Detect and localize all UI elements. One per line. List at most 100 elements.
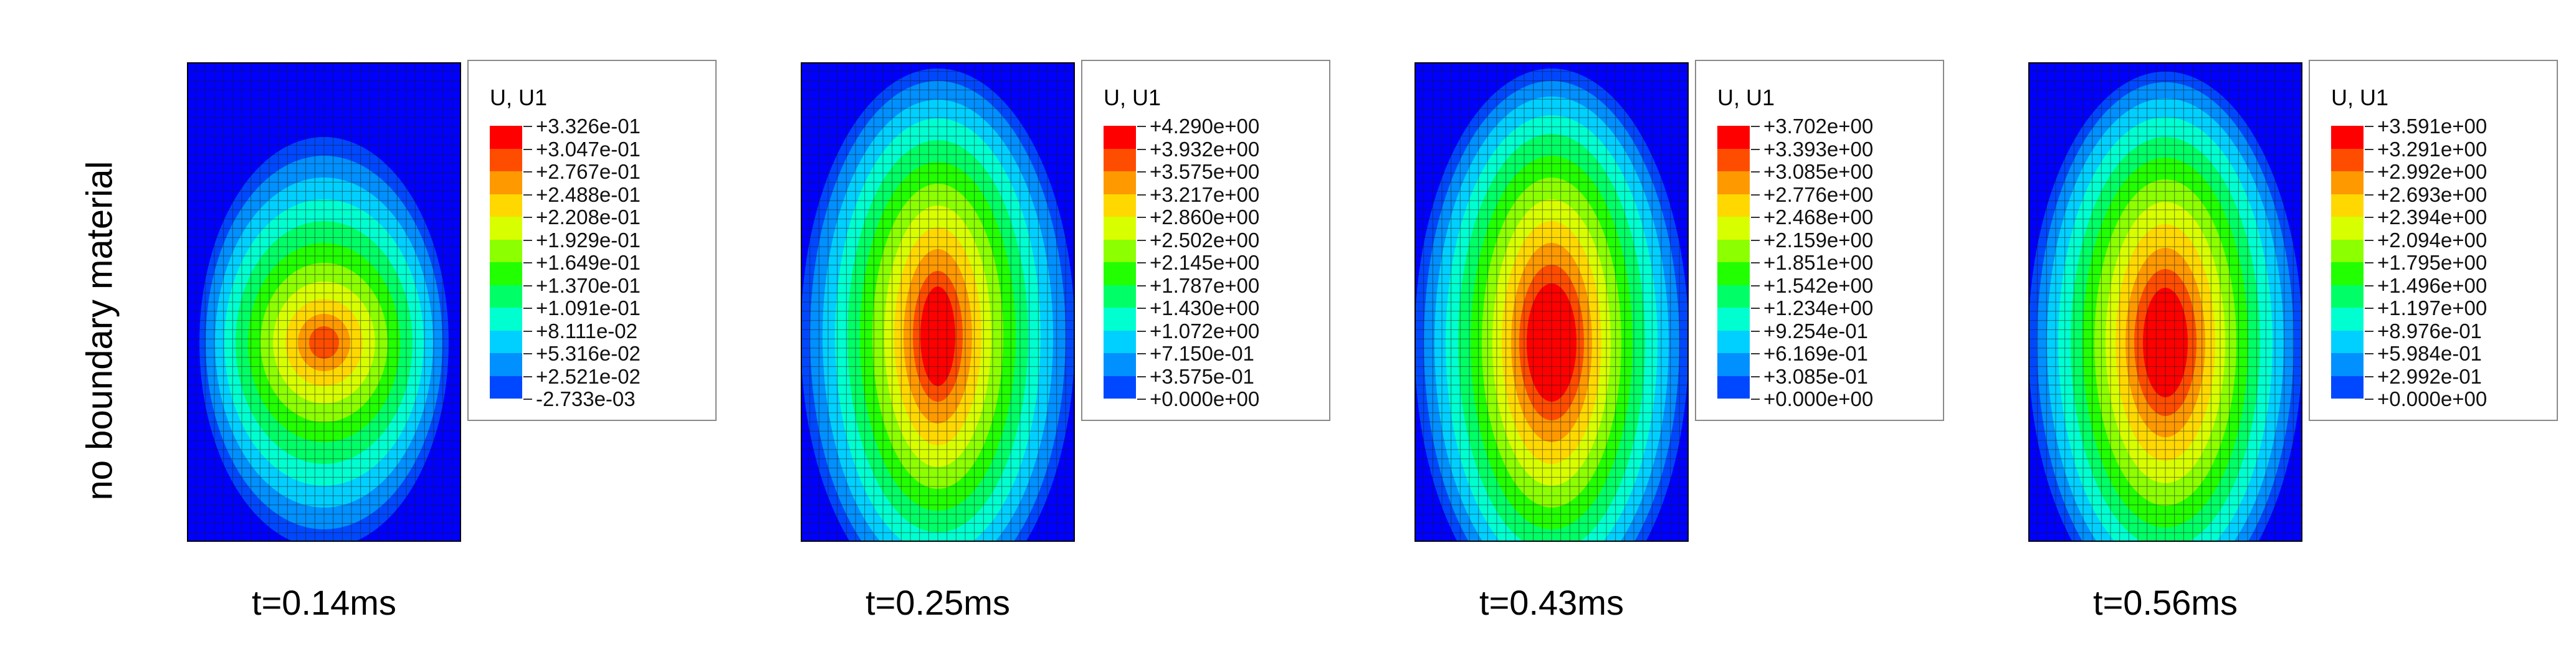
contour-plot xyxy=(801,62,1075,542)
legend-swatch xyxy=(1104,148,1136,171)
legend-value: +1.091e-01 xyxy=(536,296,641,319)
legend-value: +2.468e+00 xyxy=(1763,206,1874,229)
legend-value: +0.000e+00 xyxy=(2377,387,2488,410)
legend-tick xyxy=(523,262,532,263)
legend-value: +2.094e+00 xyxy=(2377,228,2488,252)
legend-tick xyxy=(1137,217,1146,218)
legend-tick xyxy=(523,148,532,150)
legend-swatch xyxy=(1717,353,1750,376)
legend-tick xyxy=(1751,239,1760,241)
legend-value: +3.575e+00 xyxy=(1150,160,1260,183)
legend-swatch xyxy=(490,308,522,331)
legend-value: +8.976e-01 xyxy=(2377,319,2482,343)
legend-tick xyxy=(1137,353,1146,354)
legend-value: +0.000e+00 xyxy=(1763,387,1874,410)
legend-value: +1.072e+00 xyxy=(1150,319,1260,343)
legend-value: +1.496e+00 xyxy=(2377,273,2488,297)
legend-tick xyxy=(2365,399,2373,400)
legend-tick xyxy=(1137,376,1146,377)
legend-value: +3.702e+00 xyxy=(1763,115,1874,138)
legend-tick xyxy=(523,285,532,286)
legend-tick xyxy=(2365,285,2373,286)
panel-t043: U, U1 +3.702e+00 +3.393e+00 +3.085e+00 +2.77… xyxy=(1414,0,2013,662)
legend: U, U1 +3.326e-01 +3.047e-01 +2.767e-01 +2.48… xyxy=(467,60,717,421)
legend-swatch xyxy=(490,239,522,262)
legend-value: +2.488e-01 xyxy=(536,182,641,206)
legend-tick xyxy=(1751,126,1760,127)
legend-swatch xyxy=(2331,126,2364,149)
legend-value: +3.085e-01 xyxy=(1763,364,1868,388)
legend-value: +1.649e-01 xyxy=(536,251,641,274)
legend-value: +2.693e+00 xyxy=(2377,182,2488,206)
legend-swatch xyxy=(1717,376,1750,399)
plot-border xyxy=(187,62,461,542)
legend-title: U, U1 xyxy=(1717,85,1775,110)
legend-value: +3.326e-01 xyxy=(536,115,641,138)
plot-border xyxy=(2028,62,2302,542)
legend-swatch xyxy=(2331,239,2364,262)
legend-swatch xyxy=(2331,217,2364,240)
legend-tick xyxy=(2365,148,2373,150)
legend-swatch xyxy=(2331,308,2364,331)
legend-tick xyxy=(2365,126,2373,127)
legend-value: +3.085e+00 xyxy=(1763,160,1874,183)
legend-swatch xyxy=(1717,171,1750,194)
legend-value: +1.542e+00 xyxy=(1763,273,1874,297)
legend-tick xyxy=(1137,171,1146,173)
legend: U, U1 +4.290e+00 +3.932e+00 +3.575e+00 +3.21… xyxy=(1081,60,1330,421)
legend-value: +1.370e-01 xyxy=(536,273,641,297)
legend-swatch xyxy=(490,217,522,240)
legend-swatch xyxy=(1104,262,1136,285)
legend-swatch xyxy=(1717,262,1750,285)
mesh-grid xyxy=(1414,62,1689,542)
legend-swatch xyxy=(1104,330,1136,353)
legend-swatch xyxy=(2331,285,2364,308)
legend-value: +6.169e-01 xyxy=(1763,342,1868,365)
legend-value: +3.291e+00 xyxy=(2377,137,2488,161)
legend-tick xyxy=(1137,330,1146,332)
legend-title: U, U1 xyxy=(490,85,548,110)
plot-border xyxy=(1414,62,1689,542)
mesh-grid xyxy=(2028,62,2302,542)
time-label: t=0.56ms xyxy=(2093,583,2238,622)
legend-swatch xyxy=(1104,285,1136,308)
legend-tick xyxy=(1137,262,1146,263)
legend-swatch xyxy=(1104,376,1136,399)
legend-tick xyxy=(1137,126,1146,127)
legend-value: +0.000e+00 xyxy=(1150,387,1260,410)
legend-value: +2.521e-02 xyxy=(536,364,641,388)
legend-tick xyxy=(523,217,532,218)
legend-tick xyxy=(1751,399,1760,400)
contour-plot xyxy=(187,62,461,542)
legend-tick xyxy=(1751,194,1760,196)
legend-value: +2.502e+00 xyxy=(1150,228,1260,252)
legend-tick xyxy=(523,239,532,241)
legend-value: -2.733e-03 xyxy=(536,387,636,410)
legend-swatch xyxy=(490,126,522,149)
panel-t025: U, U1 +4.290e+00 +3.932e+00 +3.575e+00 +3.21… xyxy=(801,0,1399,662)
legend-value: +3.393e+00 xyxy=(1763,137,1874,161)
legend-value: +2.394e+00 xyxy=(2377,206,2488,229)
legend-tick xyxy=(523,171,532,173)
legend-swatch xyxy=(490,194,522,217)
legend-value: +7.150e-01 xyxy=(1150,342,1254,365)
legend-swatch xyxy=(490,330,522,353)
legend-tick xyxy=(1137,239,1146,241)
legend-tick xyxy=(2365,171,2373,173)
legend-tick xyxy=(2365,239,2373,241)
legend-value: +2.159e+00 xyxy=(1763,228,1874,252)
legend-value: +1.795e+00 xyxy=(2377,251,2488,274)
legend-value: +2.860e+00 xyxy=(1150,206,1260,229)
legend-title: U, U1 xyxy=(2331,85,2389,110)
legend-value: +9.254e-01 xyxy=(1763,319,1868,343)
legend-value: +2.992e+00 xyxy=(2377,160,2488,183)
legend-swatch xyxy=(1104,126,1136,149)
legend-swatch xyxy=(2331,376,2364,399)
legend-value: +1.234e+00 xyxy=(1763,296,1874,319)
legend-tick xyxy=(523,194,532,196)
panel-t056: U, U1 +3.591e+00 +3.291e+00 +2.992e+00 +2.69… xyxy=(2028,0,2576,662)
legend-tick xyxy=(1751,308,1760,309)
legend-tick xyxy=(2365,376,2373,377)
legend: U, U1 +3.702e+00 +3.393e+00 +3.085e+00 +2.77… xyxy=(1695,60,1944,421)
legend-tick xyxy=(523,126,532,127)
